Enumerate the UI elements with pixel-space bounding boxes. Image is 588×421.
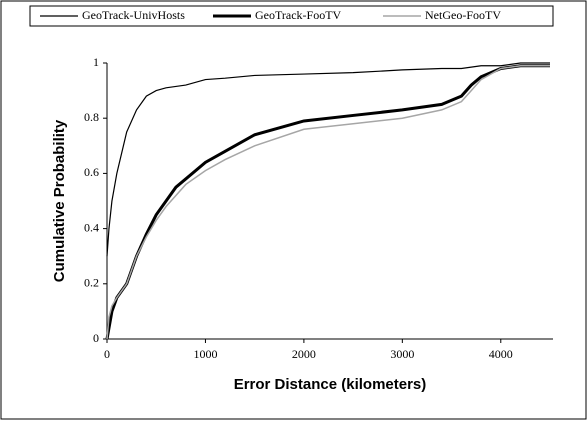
x-tick-label: 4000 xyxy=(489,347,513,361)
series-line xyxy=(106,62,550,257)
y-tick-label: 0 xyxy=(93,331,99,345)
x-tick-label: 3000 xyxy=(390,347,414,361)
y-tick-label: 0.8 xyxy=(84,110,99,124)
y-tick-label: 0.2 xyxy=(84,276,99,290)
x-axis-label: Error Distance (kilometers) xyxy=(234,376,427,393)
legend-label: NetGeo-FooTV xyxy=(425,8,501,22)
y-tick-label: 1 xyxy=(93,55,99,69)
y-tick-label: 0.6 xyxy=(84,165,99,179)
y-axis-label: Cumulative Probability xyxy=(51,119,68,282)
legend-label: GeoTrack-FooTV xyxy=(255,8,342,22)
legend-label: GeoTrack-UnivHosts xyxy=(82,8,185,22)
legend-box xyxy=(29,5,554,27)
x-tick-label: 1000 xyxy=(193,347,217,361)
y-tick-label: 0.4 xyxy=(84,220,99,234)
series-line xyxy=(106,65,550,340)
x-tick-label: 2000 xyxy=(292,347,316,361)
x-tick-label: 0 xyxy=(104,347,110,361)
